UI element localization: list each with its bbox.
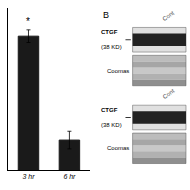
svg-text:CTGF: CTGF bbox=[101, 107, 118, 113]
svg-text:(38 KD): (38 KD) bbox=[101, 44, 122, 50]
svg-text:*: * bbox=[26, 16, 30, 27]
svg-text:(38 KD): (38 KD) bbox=[101, 122, 122, 128]
svg-text:Coomas: Coomas bbox=[107, 145, 129, 151]
svg-text:B: B bbox=[103, 10, 109, 20]
svg-text:Cont: Cont bbox=[161, 10, 175, 22]
svg-text:Coomas: Coomas bbox=[107, 68, 129, 74]
svg-text:6 hr: 6 hr bbox=[63, 173, 76, 180]
svg-text:CTGF: CTGF bbox=[101, 29, 118, 35]
svg-text:Cont: Cont bbox=[162, 88, 176, 100]
svg-text:3 hr: 3 hr bbox=[22, 173, 35, 180]
